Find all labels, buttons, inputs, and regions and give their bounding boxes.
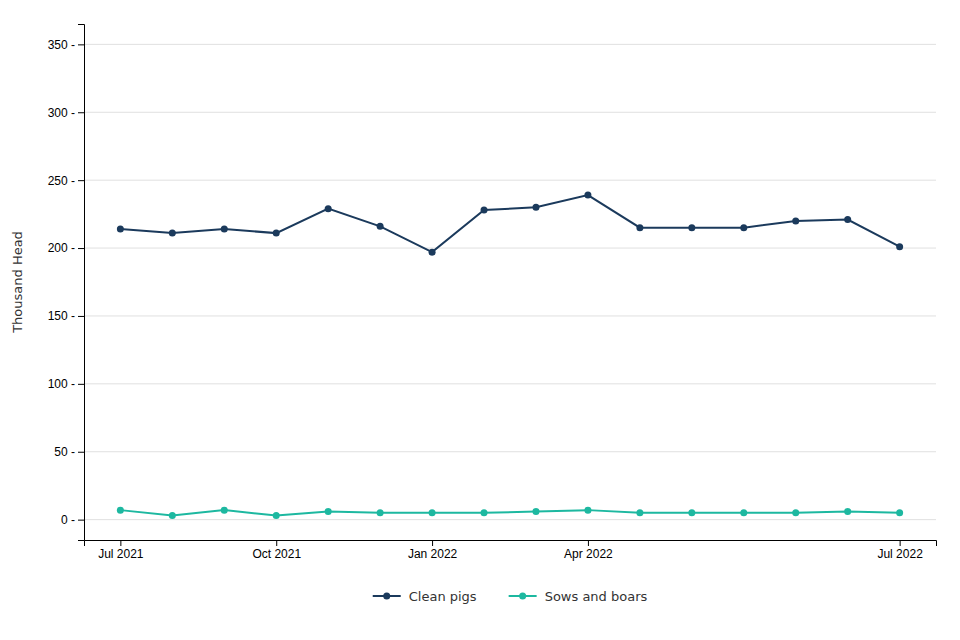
- y-tick: 200 -: [48, 241, 84, 255]
- x-tick-mark: [432, 540, 433, 546]
- point: [792, 509, 799, 516]
- point: [896, 509, 903, 516]
- point: [325, 205, 332, 212]
- series: [117, 192, 903, 256]
- legend-label: Clean pigs: [409, 589, 477, 604]
- point: [273, 230, 280, 237]
- y-tick-label: 200 -: [48, 241, 75, 255]
- y-tick-label: 350 -: [48, 38, 75, 52]
- x-tick-mark: [900, 540, 901, 546]
- y-tick: 350 -: [48, 38, 84, 52]
- grid-line: [84, 180, 936, 181]
- chart: 0 - 50 - 100 - 150 - 200 - 250 - 300 - 350 - Jul…: [0, 0, 960, 640]
- point: [532, 508, 539, 515]
- grid-line: [84, 248, 936, 249]
- grid-line: [84, 519, 936, 520]
- point: [221, 226, 228, 233]
- point: [688, 509, 695, 516]
- y-tick-label: 150 -: [48, 309, 75, 323]
- grid-line: [84, 383, 936, 384]
- point: [584, 192, 591, 199]
- point: [740, 509, 747, 516]
- grid-line: [84, 315, 936, 316]
- y-tick-mark: [78, 248, 84, 249]
- y-tick: 250 -: [48, 173, 84, 187]
- marks: [117, 192, 903, 519]
- y-tick-mark: [78, 112, 84, 113]
- point: [429, 509, 436, 516]
- x-tick-label: Apr 2022: [564, 547, 613, 561]
- y-axis-title: Thousand Head: [10, 231, 25, 334]
- plot: 0 - 50 - 100 - 150 - 200 - 250 - 300 - 350 - Jul…: [10, 25, 937, 561]
- point: [844, 216, 851, 223]
- point: [377, 223, 384, 230]
- x-tick: Apr 2022: [564, 540, 613, 561]
- x-axis: Jul 2021 Oct 2021 Jan 2022 Apr 2022 Jul 2022: [85, 540, 937, 561]
- point: [429, 249, 436, 256]
- x-tick: Jan 2022: [408, 540, 458, 561]
- grid-line: [84, 112, 936, 113]
- legend-label: Sows and boars: [545, 589, 648, 604]
- line: [120, 195, 899, 252]
- point: [481, 509, 488, 516]
- y-tick-mark: [78, 180, 84, 181]
- y-tick: 300 -: [48, 106, 84, 120]
- y-tick: 50 -: [54, 445, 84, 459]
- point: [688, 224, 695, 231]
- x-tick: Oct 2021: [252, 540, 301, 561]
- x-tick-mark: [588, 540, 589, 546]
- point: [636, 509, 643, 516]
- grid: [84, 44, 936, 519]
- x-tick: Jul 2021: [98, 540, 144, 561]
- legend-marker: [383, 593, 390, 600]
- y-tick-mark: [78, 520, 84, 521]
- grid-line: [84, 451, 936, 452]
- line: [120, 510, 899, 515]
- y-axis-line: [78, 25, 85, 541]
- y-tick: 100 -: [48, 377, 84, 391]
- y-tick-mark: [78, 316, 84, 317]
- x-tick-label: Jul 2021: [98, 547, 144, 561]
- legend-item: Sows and boars: [509, 589, 648, 604]
- point: [221, 507, 228, 514]
- y-tick-mark: [78, 452, 84, 453]
- legend-marker: [519, 593, 526, 600]
- point: [740, 224, 747, 231]
- y-axis: 0 - 50 - 100 - 150 - 200 - 250 - 300 - 350 -: [48, 25, 85, 541]
- x-tick: Jul 2022: [877, 540, 923, 561]
- point: [532, 204, 539, 211]
- x-tick-label: Jan 2022: [408, 547, 458, 561]
- y-tick-label: 100 -: [48, 377, 75, 391]
- y-tick: 0 -: [61, 513, 84, 527]
- y-tick-label: 0 -: [61, 513, 75, 527]
- y-tick-label: 300 -: [48, 106, 75, 120]
- point: [117, 507, 124, 514]
- x-tick-mark: [120, 540, 121, 546]
- x-tick-label: Jul 2022: [877, 547, 923, 561]
- legend: Clean pigs Sows and boars: [373, 589, 648, 604]
- point: [792, 217, 799, 224]
- x-axis-line: [85, 541, 937, 547]
- grid-line: [84, 44, 936, 45]
- y-tick: 150 -: [48, 309, 84, 323]
- x-tick-label: Oct 2021: [252, 547, 301, 561]
- point: [844, 508, 851, 515]
- y-tick-label: 50 -: [54, 445, 75, 459]
- series: [117, 507, 903, 519]
- y-tick-mark: [78, 384, 84, 385]
- point: [169, 512, 176, 519]
- y-tick-mark: [78, 44, 84, 45]
- point: [325, 508, 332, 515]
- point: [117, 226, 124, 233]
- point: [377, 509, 384, 516]
- point: [481, 207, 488, 214]
- point: [896, 243, 903, 250]
- point: [169, 230, 176, 237]
- point: [273, 512, 280, 519]
- point: [636, 224, 643, 231]
- point: [584, 507, 591, 514]
- legend-item: Clean pigs: [373, 589, 477, 604]
- y-tick-label: 250 -: [48, 173, 75, 187]
- x-tick-mark: [276, 540, 277, 546]
